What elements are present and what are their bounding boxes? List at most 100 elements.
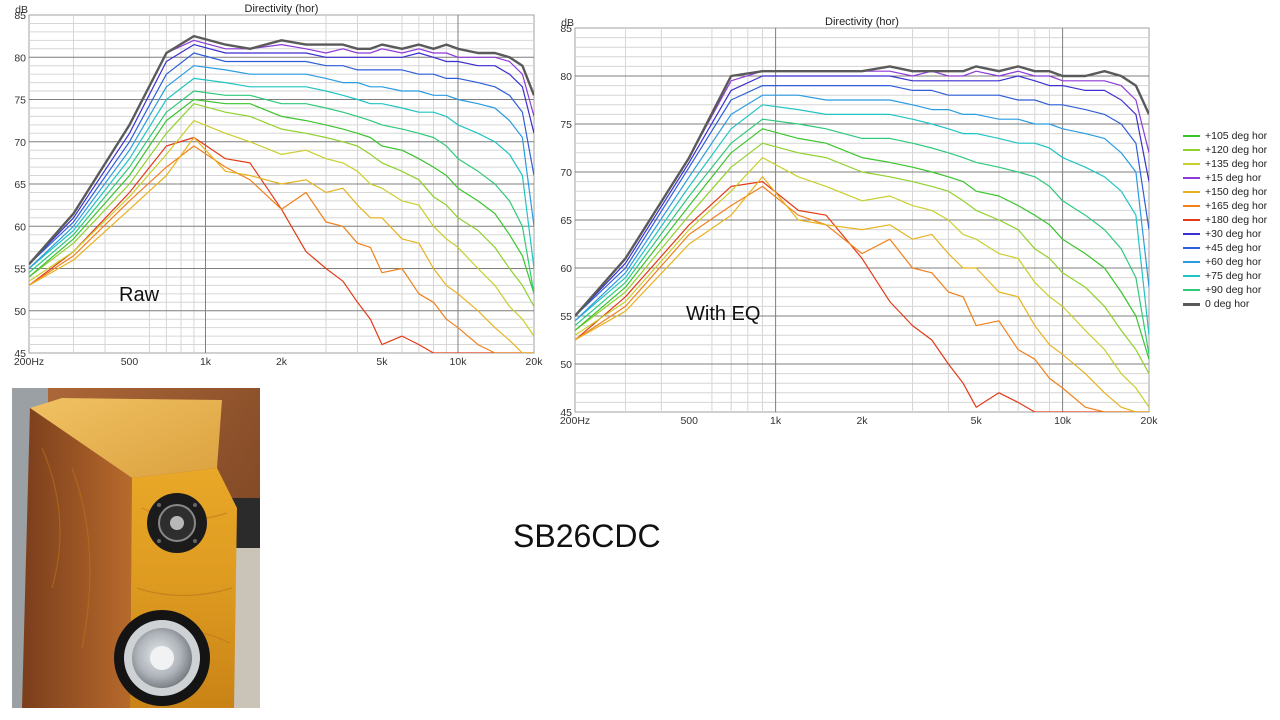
y-tick-label: 50 [560,359,572,371]
y-tick-label: 75 [560,119,572,131]
y-tick-label: 50 [14,306,26,318]
series-line [575,142,1149,374]
x-tick-label: 20k [1141,415,1159,427]
y-tick-label: 60 [14,221,26,233]
y-tick-label: 75 [14,95,26,107]
legend-item: +75 deg hor [1183,269,1267,283]
y-tick-label: 85 [14,10,26,22]
with-eq-annotation: With EQ [686,303,761,325]
series-line [575,94,1149,322]
legend-item: +150 deg hor [1183,185,1267,199]
series-line [29,65,534,269]
speaker-model-name: SB26CDC [513,518,661,554]
legend-item: +60 deg hor [1183,255,1267,269]
series-line [29,120,534,337]
legend-item: +15 deg hor [1183,171,1267,185]
legend-label: +150 deg hor [1205,186,1268,198]
y-tick-label: 70 [560,167,572,179]
chart-title: Directivity (hor) [245,3,319,15]
y-tick-label: 60 [560,263,572,275]
speaker-photo [12,388,260,708]
legend-swatch [1183,191,1200,193]
legend-label: +90 deg hor [1205,284,1262,296]
series-line [29,145,534,353]
legend-label: +135 deg hor [1205,158,1268,170]
legend-swatch [1183,261,1200,263]
legend-item: 0 deg hor [1183,297,1267,311]
x-tick-label: 1k [200,356,212,368]
chart-legend: +105 deg hor +120 deg hor +135 deg hor +15 … [1183,129,1267,311]
legend-label: +60 deg hor [1205,256,1262,268]
x-tick-label: 200Hz [560,415,590,427]
series-line [29,136,534,353]
y-tick-label: 45 [560,407,572,419]
y-tick-label: 45 [14,348,26,360]
x-tick-label: 500 [680,415,698,427]
legend-swatch [1183,177,1200,179]
legend-swatch [1183,205,1200,207]
legend-item: +90 deg hor [1183,283,1267,297]
legend-item: +135 deg hor [1183,157,1267,171]
legend-label: +15 deg hor [1205,172,1262,184]
series-line [575,75,1149,317]
legend-item: +165 deg hor [1183,199,1267,213]
series-line [29,52,534,265]
y-tick-label: 55 [560,311,572,323]
x-tick-label: 2k [856,415,868,427]
legend-swatch [1183,163,1200,165]
legend-label: +120 deg hor [1205,144,1268,156]
y-tick-label: 85 [560,23,572,35]
chart-with-eq: 200Hz 500 1k 2k 5k 10k 20k 45 50 55 60 65 70 75 80 85dB… [560,16,1159,427]
x-tick-label: 5k [971,415,983,427]
legend-swatch [1183,302,1200,306]
y-axis-label: dB [15,4,28,16]
series-line [575,128,1149,360]
y-tick-label: 65 [14,179,26,191]
legend-swatch [1183,149,1200,151]
legend-label: +165 deg hor [1205,200,1268,212]
legend-item: +120 deg hor [1183,143,1267,157]
legend-item: +105 deg hor [1183,129,1267,143]
legend-swatch [1183,233,1200,235]
y-tick-label: 70 [14,137,26,149]
y-tick-label: 55 [14,264,26,276]
x-tick-label: 500 [121,356,139,368]
series-line [575,157,1149,408]
series-line [575,85,1149,317]
legend-label: +75 deg hor [1205,270,1262,282]
x-tick-label: 200Hz [14,356,44,368]
x-tick-label: 5k [376,356,388,368]
y-tick-label: 80 [14,52,26,64]
legend-item: +45 deg hor [1183,241,1267,255]
x-tick-label: 1k [770,415,782,427]
legend-label: +105 deg hor [1205,130,1268,142]
x-tick-label: 10k [450,356,468,368]
series-line [29,90,534,294]
legend-swatch [1183,219,1200,221]
legend-label: +30 deg hor [1205,228,1262,240]
x-tick-label: 2k [276,356,288,368]
series-line [575,185,1149,412]
legend-swatch [1183,135,1200,137]
y-axis-label: dB [561,17,574,29]
y-tick-label: 80 [560,71,572,83]
series-line [29,44,534,265]
chart-title: Directivity (hor) [825,16,899,28]
series-group [575,65,1149,412]
legend-item: +180 deg hor [1183,213,1267,227]
series-line [29,39,534,265]
series-line [29,34,534,266]
y-tick-label: 65 [560,215,572,227]
series-line [575,104,1149,336]
series-line [575,118,1149,355]
series-line [29,77,534,269]
series-group [29,34,534,353]
x-tick-label: 20k [526,356,544,368]
legend-swatch [1183,289,1200,291]
series-line [29,136,534,353]
legend-label: 0 deg hor [1205,298,1250,310]
legend-item: +30 deg hor [1183,227,1267,241]
legend-label: +45 deg hor [1205,242,1262,254]
series-line [29,103,534,307]
legend-label: +180 deg hor [1205,214,1268,226]
